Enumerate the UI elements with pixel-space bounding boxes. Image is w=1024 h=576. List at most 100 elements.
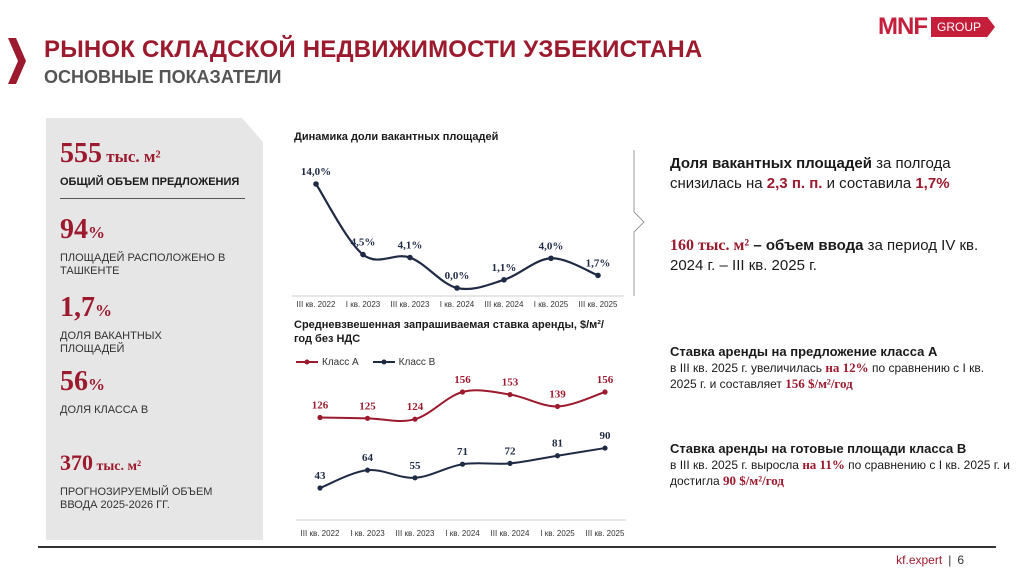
stat-unit: %: [88, 375, 105, 394]
summary-text: за полгода снизилась на: [670, 155, 951, 192]
class-b-summary: Ставка аренды на готовые площади класса …: [670, 441, 1010, 489]
x-tick-label: I кв. 2023: [350, 529, 385, 538]
vacancy-data-label: 1,7%: [586, 257, 611, 269]
vacancy-data-point: [407, 254, 413, 261]
class-a-data-point: [507, 391, 513, 398]
stat-label: ПРОГНОЗИРУЕМЫЙ ОБЪЕМ ВВОДА 2025-2026 ГГ.: [60, 486, 213, 511]
x-tick-label: III кв. 2023: [391, 300, 430, 309]
class-a-data-label: 156: [597, 374, 614, 386]
x-tick-label: III кв. 2024: [485, 300, 524, 309]
summary-text: по сравнению с I кв. 2025 г. и достигла: [670, 458, 1010, 488]
class-b-data-label: 90: [600, 430, 612, 442]
stat-vacancy: 1,7%: [60, 292, 112, 324]
legend-swatch-icon: [296, 359, 318, 365]
stat-unit: тыс. м²: [102, 147, 161, 166]
vacancy-data-point: [548, 255, 554, 262]
stat-total-supply: 555 тыс. м²: [60, 138, 161, 170]
class-b-data-label: 81: [552, 438, 563, 450]
summary-bold: Доля вакантных площадей: [670, 155, 872, 172]
class-a-data-label: 139: [549, 388, 566, 400]
stat-value: 94: [60, 214, 88, 245]
footer: kf.expert | 6: [896, 553, 964, 567]
vacancy-data-point: [501, 277, 507, 283]
x-tick-label: I кв. 2024: [440, 300, 475, 309]
summary-title: Ставка аренды на готовые площади класса …: [670, 441, 967, 456]
x-tick-label: III кв. 2022: [301, 529, 340, 538]
stat-unit: тыс. м²: [93, 459, 142, 474]
legend-item-class-a: Класс А: [296, 356, 359, 368]
legend-swatch-icon: [372, 359, 395, 365]
vacancy-summary: Доля вакантных площадей за полгода снизи…: [670, 154, 1010, 194]
summary-highlight: 1,7%: [915, 175, 950, 192]
summary-text: в III кв. 2025 г. выросла: [670, 458, 803, 472]
legend-item-class-b: Класс В: [372, 356, 435, 368]
vacancy-data-label: 1,1%: [492, 262, 517, 274]
vacancy-data-point: [454, 285, 460, 291]
class-b-data-label: 64: [362, 452, 374, 464]
class-a-data-point: [602, 389, 608, 395]
class-a-data-point: [364, 415, 371, 421]
class-b-data-point: [412, 475, 418, 481]
class-a-data-label: 126: [312, 399, 329, 411]
summary-highlight: на 11%: [802, 457, 845, 472]
vacancy-data-label: 0,0%: [445, 270, 470, 282]
summary-text: за период IV кв. 2024 г. – III кв. 2025 …: [670, 237, 979, 274]
stat-value: 1,7: [60, 292, 95, 323]
class-a-data-point: [459, 389, 466, 395]
class-b-data-label: 71: [457, 446, 468, 458]
supply-summary: 160 тыс. м² – объем ввода за период IV к…: [670, 236, 1010, 276]
page-subtitle: ОСНОВНЫЕ ПОКАЗАТЕЛИ: [44, 67, 282, 87]
class-a-summary: Ставка аренды на предложение класса А в …: [670, 344, 1010, 392]
stat-tashkent-share: 94%: [60, 214, 105, 246]
summary-highlight: на 12%: [825, 360, 869, 375]
x-tick-label: III кв. 2025: [586, 529, 625, 538]
stat-label: ДОЛЯ ВАКАНТНЫХ ПЛОЩАДЕЙ: [60, 330, 162, 355]
x-tick-label: III кв. 2022: [297, 300, 336, 309]
summary-title: Ставка аренды на предложение класса А: [670, 344, 938, 359]
x-tick-label: I кв. 2024: [445, 529, 480, 538]
summary-text: и составила: [822, 175, 916, 192]
vacancy-data-point: [313, 181, 319, 187]
stat-label: ДОЛЯ КЛАССА B: [60, 404, 149, 416]
stat-value: 56: [60, 366, 88, 397]
logo-mark: MNF: [878, 13, 928, 40]
vacancy-chart: 14,0% III кв. 2022 4,5% I кв. 2023 4,1% III к…: [292, 166, 624, 309]
vacancy-data-label: 4,0%: [539, 240, 564, 252]
vacancy-data-label: 4,5%: [351, 237, 376, 249]
bracket-divider: [633, 150, 645, 296]
x-tick-label: III кв. 2023: [396, 529, 435, 538]
chart1-title: Динамика доли вакантных площадей: [294, 131, 499, 143]
class-a-data-point: [554, 403, 561, 410]
vacancy-data-point: [360, 251, 366, 258]
chevron-icon: [8, 38, 26, 84]
chart2-legend: Класс А Класс В: [296, 356, 449, 368]
summary-text: по сравнению с I кв. 2025 г. и составляе…: [670, 361, 985, 391]
class-a-data-label: 124: [407, 401, 424, 413]
footer-rule: [38, 546, 996, 548]
x-tick-label: I кв. 2023: [346, 300, 381, 309]
stat-unit: %: [88, 223, 105, 242]
stats-panel: [46, 118, 263, 540]
stat-label: ОБЩИЙ ОБЪЕМ ПРЕДЛОЖЕНИЯ: [60, 176, 240, 188]
logo-group-tag: GROUP: [930, 17, 995, 37]
rent-chart: 126 125 124 156 153 139 156 43 64 55 71 72 81 90 III к…: [296, 374, 626, 538]
vacancy-data-label: 4,1%: [398, 240, 423, 252]
class-a-data-point: [412, 416, 418, 422]
class-a-data-label: 125: [359, 400, 376, 412]
page-number: 6: [957, 553, 964, 567]
class-a-data-label: 153: [502, 377, 519, 389]
footer-separator: |: [948, 553, 952, 567]
stat-label: ПЛОЩАДЕЙ РАСПОЛОЖЕНО В ТАШКЕНТЕ: [60, 252, 226, 277]
class-b-data-label: 72: [505, 445, 517, 457]
company-logo: MNF GROUP: [878, 14, 995, 40]
stat-value: 555: [60, 138, 102, 169]
class-b-data-point: [459, 461, 466, 467]
footer-site[interactable]: kf.expert: [896, 553, 943, 567]
x-tick-label: III кв. 2024: [491, 529, 530, 538]
divider: [60, 198, 245, 199]
class-a-data-point: [317, 414, 323, 421]
class-b-data-point: [364, 467, 371, 473]
page-title: РЫНОК СКЛАДСКОЙ НЕДВИЖИМОСТИ УЗБЕКИСТАНА: [44, 36, 703, 63]
chart2-title: Средневзвешенная запрашиваемая ставка ар…: [294, 319, 604, 345]
summary-highlight: 90 $/м²/год: [723, 473, 785, 488]
